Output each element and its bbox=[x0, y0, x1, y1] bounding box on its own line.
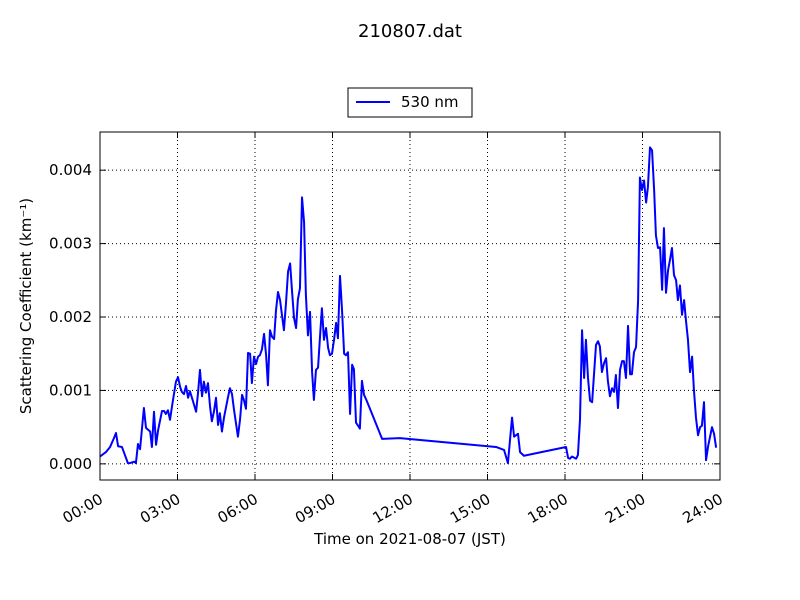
y-tick-label: 0.001 bbox=[49, 381, 92, 399]
y-tick-label: 0.003 bbox=[49, 235, 92, 253]
legend-label: 530 nm bbox=[401, 93, 459, 111]
x-axis-label: Time on 2021-08-07 (JST) bbox=[313, 530, 506, 548]
y-axis-label: Scattering Coefficient (km⁻¹) bbox=[17, 198, 35, 414]
y-tick-label: 0.004 bbox=[49, 161, 92, 179]
y-tick-label: 0.000 bbox=[49, 455, 92, 473]
plot-frame bbox=[99, 131, 721, 481]
y-tick-label: 0.002 bbox=[49, 308, 92, 326]
legend: 530 nm bbox=[347, 87, 473, 118]
chart-title: 210807.dat bbox=[358, 21, 462, 42]
data-line bbox=[99, 146, 718, 465]
